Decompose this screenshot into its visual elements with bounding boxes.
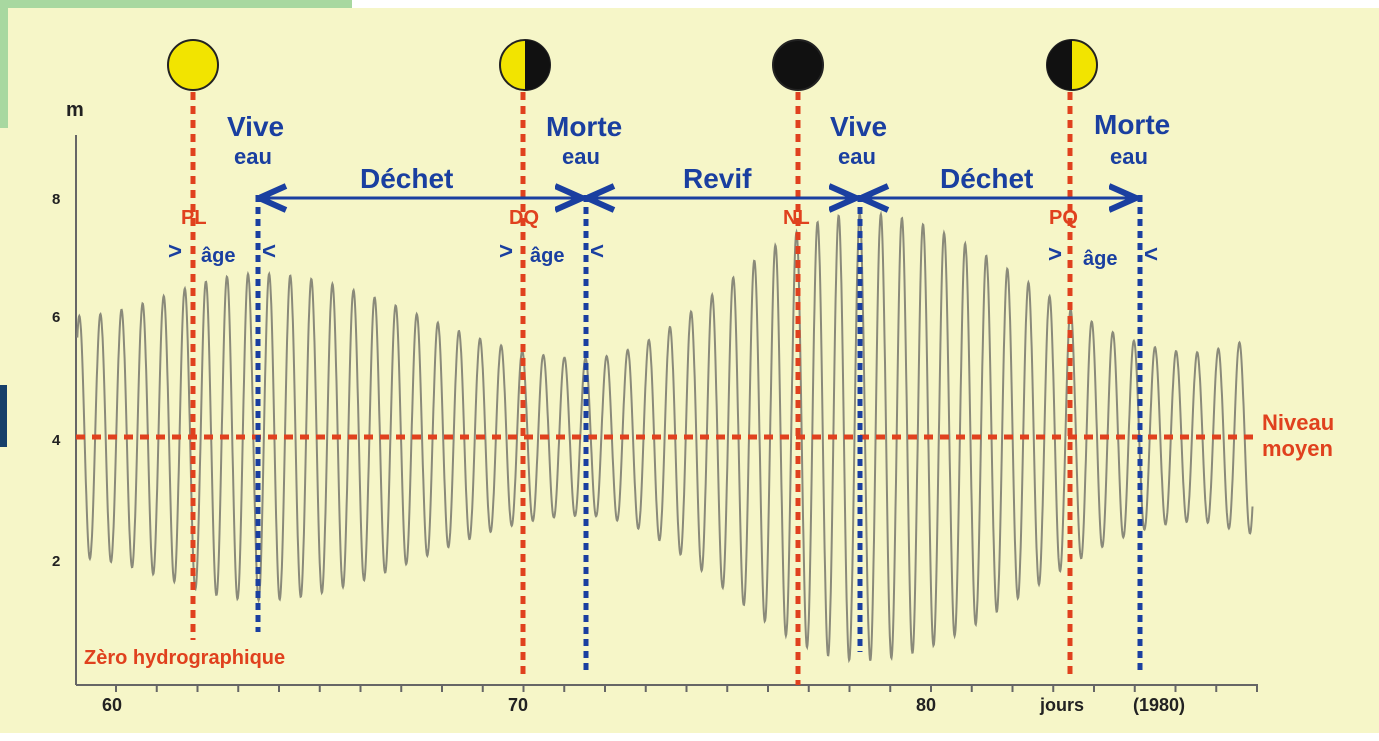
period-label: Déchet — [360, 163, 453, 194]
phase-code-label: PL — [181, 207, 207, 229]
full-moon-icon — [167, 39, 219, 91]
y-tick-label: 8 — [52, 191, 60, 208]
tide-label: eau — [234, 144, 272, 169]
phase-code-label: DQ — [509, 207, 539, 229]
first-quarter-moon-icon — [1046, 39, 1098, 91]
age-close-marker: < — [590, 238, 604, 265]
age-marker: > âge < — [168, 238, 276, 267]
x-tick-label: 80 — [916, 695, 936, 715]
tide-label: eau — [562, 144, 600, 169]
age-label: âge — [1083, 248, 1117, 270]
top-border — [352, 0, 1379, 8]
period-label: Revif — [683, 163, 752, 194]
tide-curve — [76, 210, 1254, 664]
age-marker: > âge < — [499, 238, 604, 267]
tide-label: eau — [1110, 144, 1148, 169]
tide-label: Morte — [1094, 109, 1170, 140]
x-axis-year: (1980) — [1133, 695, 1185, 715]
age-label: âge — [201, 245, 235, 267]
last-quarter-moon-icon — [499, 39, 551, 91]
bottom-border — [0, 733, 1379, 741]
age-open-marker: > — [1048, 241, 1062, 268]
x-axis-unit: jours — [1039, 695, 1084, 715]
x-axis-ticks — [115, 685, 1258, 692]
period-label: Déchet — [940, 163, 1033, 194]
age-close-marker: < — [1144, 241, 1158, 268]
y-axis-unit: m — [66, 99, 84, 121]
mean-level-label: Niveau — [1262, 410, 1334, 435]
tide-label: Vive — [830, 111, 887, 142]
phase-code-label: NL — [783, 207, 810, 229]
phase-code-label: PQ — [1049, 207, 1078, 229]
y-tick-label: 4 — [52, 432, 61, 449]
age-open-marker: > — [168, 238, 182, 265]
tide-label: eau — [838, 144, 876, 169]
age-marker: > âge < — [1048, 241, 1158, 270]
age-close-marker: < — [262, 238, 276, 265]
mean-level-label: moyen — [1262, 436, 1333, 461]
chart-datum-label: Zèro hydrographique — [84, 647, 285, 669]
y-tick-label: 6 — [52, 309, 60, 326]
new-moon-icon — [772, 39, 824, 91]
side-decoration — [0, 385, 7, 447]
x-tick-label: 60 — [102, 695, 122, 715]
age-label: âge — [530, 245, 564, 267]
x-tick-label: 70 — [508, 695, 528, 715]
tide-label: Vive — [227, 111, 284, 142]
y-tick-label: 2 — [52, 553, 60, 570]
age-open-marker: > — [499, 238, 513, 265]
tide-label: Morte — [546, 111, 622, 142]
